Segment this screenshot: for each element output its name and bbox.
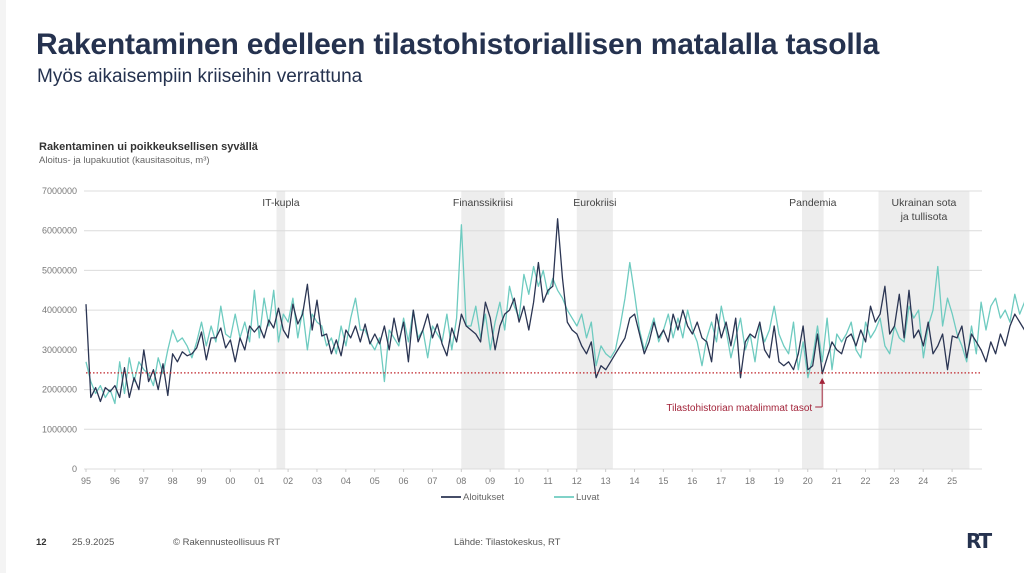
series-line-aloitukset: [85, 218, 1024, 403]
annotation-arrow-head: [819, 377, 826, 384]
y-tick-label: 7000000: [42, 186, 77, 196]
y-tick-label: 2000000: [42, 385, 77, 395]
x-tick-label: 24: [918, 476, 928, 486]
rt-logo: RT: [966, 529, 992, 553]
reference-annotation: Tilastohistorian matalimmat tasot: [666, 403, 812, 414]
x-tick-label: 14: [630, 476, 640, 486]
x-tick-label: 10: [514, 476, 524, 486]
x-tick-label: 04: [341, 476, 351, 486]
x-tick-label: 00: [225, 476, 235, 486]
x-tick-label: 19: [774, 476, 784, 486]
x-tick-label: 18: [745, 476, 755, 486]
period-label: Ukrainan sota: [892, 197, 957, 209]
x-tick-label: 06: [399, 476, 409, 486]
period-label: Finanssikriisi: [453, 197, 513, 209]
y-tick-label: 4000000: [42, 305, 77, 315]
period-label: Pandemia: [789, 197, 836, 209]
x-tick-label: 01: [254, 476, 264, 486]
chart-title: Rakentaminen ui poikkeuksellisen syvällä: [39, 141, 258, 153]
legend-label-luvat: Luvat: [576, 492, 600, 503]
slide-date: 25.9.2025: [72, 537, 115, 548]
x-tick-label: 98: [168, 476, 178, 486]
x-tick-label: 21: [832, 476, 842, 486]
x-tick-label: 15: [658, 476, 668, 486]
shaded-period-3: [801, 191, 824, 469]
period-label: IT-kupla: [262, 197, 300, 209]
x-tick-label: 17: [716, 476, 726, 486]
period-label: ja tullisota: [900, 211, 948, 223]
slide-left-edge: [0, 0, 6, 573]
series-line-luvat: [85, 224, 1024, 405]
x-tick-label: 16: [687, 476, 697, 486]
y-tick-label: 3000000: [42, 345, 77, 355]
x-tick-label: 05: [370, 476, 380, 486]
chart-subtitle: Aloitus- ja lupakuutiot (kausitasoitus, …: [39, 155, 210, 166]
x-tick-label: 12: [572, 476, 582, 486]
x-tick-label: 99: [196, 476, 206, 486]
x-tick-label: 23: [889, 476, 899, 486]
x-tick-label: 95: [81, 476, 91, 486]
x-tick-label: 11: [543, 476, 552, 486]
x-tick-label: 02: [283, 476, 293, 486]
source-text: Lähde: Tilastokeskus, RT: [454, 537, 561, 548]
x-tick-label: 09: [485, 476, 495, 486]
page-number: 12: [36, 537, 47, 548]
x-tick-label: 25: [947, 476, 957, 486]
y-tick-label: 6000000: [42, 226, 77, 236]
x-tick-label: 20: [803, 476, 813, 486]
slide-title: Rakentaminen edelleen tilastohistorialli…: [36, 28, 880, 61]
legend-label-aloitukset: Aloitukset: [463, 492, 505, 503]
x-tick-label: 08: [456, 476, 466, 486]
y-tick-label: 5000000: [42, 265, 77, 275]
y-tick-label: 0: [72, 464, 77, 474]
shaded-period-1: [461, 191, 505, 469]
slide-subtitle: Myös aikaisempiin kriiseihin verrattuna: [37, 66, 363, 87]
x-tick-label: 96: [110, 476, 120, 486]
x-tick-label: 97: [139, 476, 149, 486]
x-tick-label: 03: [312, 476, 322, 486]
x-tick-label: 07: [427, 476, 437, 486]
copyright-text: © Rakennusteollisuus RT: [173, 537, 281, 548]
y-tick-label: 1000000: [42, 424, 77, 434]
shaded-period-2: [576, 191, 613, 469]
period-label: Eurokriisi: [573, 197, 616, 209]
x-tick-label: 22: [860, 476, 870, 486]
x-tick-label: 13: [601, 476, 611, 486]
